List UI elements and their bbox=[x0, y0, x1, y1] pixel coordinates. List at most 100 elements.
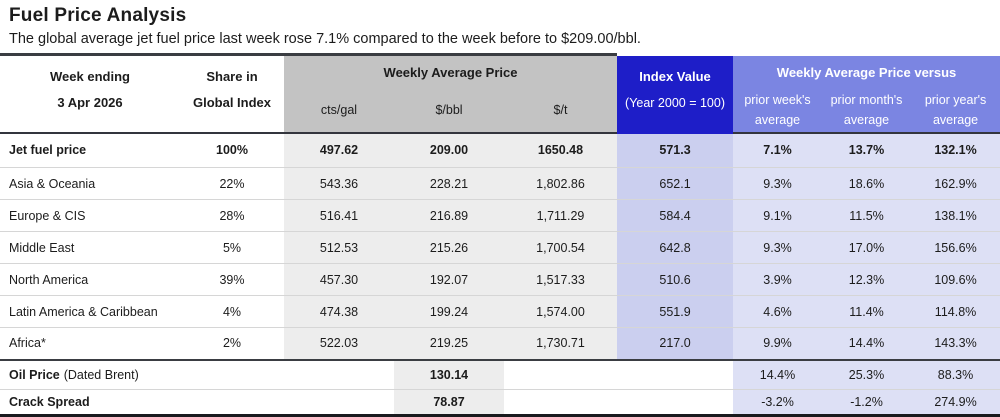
cell-vs-week: 4.6% bbox=[733, 295, 823, 328]
cell-usd-bbl: 192.07 bbox=[394, 263, 504, 296]
cell-vs-week: 9.1% bbox=[733, 199, 823, 232]
header-unit-usd-bbl: $/bbl bbox=[394, 88, 504, 134]
cell-usd-t: 1,517.33 bbox=[504, 263, 618, 296]
cell-vs-year: 143.3% bbox=[911, 327, 1000, 360]
cell-cts-gal: 543.36 bbox=[284, 167, 394, 200]
cell-vs-year: 114.8% bbox=[911, 295, 1000, 328]
cell-usd-t-empty bbox=[504, 389, 618, 417]
cell-share: 22% bbox=[180, 167, 284, 200]
cell-share: 100% bbox=[180, 132, 284, 168]
cell-vs-year: 274.9% bbox=[911, 389, 1000, 417]
header-week-ending: Week ending 3 Apr 2026 bbox=[0, 53, 180, 134]
table-row-asia-oceania: Asia & Oceania 22% 543.36 228.21 1,802.8… bbox=[0, 167, 1000, 200]
cell-usd-bbl: 78.87 bbox=[394, 389, 504, 417]
header-unit-cts-gal: cts/gal bbox=[284, 88, 394, 134]
cell-vs-week: 9.3% bbox=[733, 167, 823, 200]
header-index-value-line1: Index Value bbox=[639, 69, 711, 84]
header-prior-weeks-line2: average bbox=[754, 113, 801, 127]
cell-vs-week: 3.9% bbox=[733, 263, 823, 296]
crack-spread-label: Crack Spread bbox=[9, 395, 90, 409]
cell-index: 551.9 bbox=[617, 295, 734, 328]
cell-label: North America bbox=[0, 263, 180, 296]
cell-vs-year: 88.3% bbox=[911, 358, 1000, 390]
cell-label: Oil Price (Dated Brent) bbox=[0, 358, 284, 390]
cell-usd-t: 1650.48 bbox=[504, 132, 618, 168]
header-index-value-line2: (Year 2000 = 100) bbox=[625, 96, 725, 110]
cell-cts-gal: 474.38 bbox=[284, 295, 394, 328]
cell-vs-month: 11.4% bbox=[822, 295, 912, 328]
cell-vs-week: 14.4% bbox=[733, 358, 823, 390]
cell-cts-gal: 457.30 bbox=[284, 263, 394, 296]
cell-usd-t: 1,730.71 bbox=[504, 327, 618, 360]
cell-label: Europe & CIS bbox=[0, 199, 180, 232]
cell-vs-month: -1.2% bbox=[822, 389, 912, 417]
cell-cts-gal: 497.62 bbox=[284, 132, 394, 168]
cell-vs-week: 7.1% bbox=[733, 132, 823, 168]
cell-usd-bbl: 219.25 bbox=[394, 327, 504, 360]
cell-vs-month: 13.7% bbox=[822, 132, 912, 168]
table-row-latin-america-caribbean: Latin America & Caribbean 4% 474.38 199.… bbox=[0, 295, 1000, 328]
cell-cts-gal: 512.53 bbox=[284, 231, 394, 264]
cell-vs-week: -3.2% bbox=[733, 389, 823, 417]
table-row-north-america: North America 39% 457.30 192.07 1,517.33… bbox=[0, 263, 1000, 296]
cell-label: Crack Spread bbox=[0, 389, 284, 417]
cell-share: 39% bbox=[180, 263, 284, 296]
cell-usd-t-empty bbox=[504, 358, 618, 390]
cell-index: 510.6 bbox=[617, 263, 734, 296]
cell-usd-bbl: 216.89 bbox=[394, 199, 504, 232]
header-share-global-index: Share in Global Index bbox=[180, 53, 284, 134]
table-row-jet-fuel-price: Jet fuel price 100% 497.62 209.00 1650.4… bbox=[0, 132, 1000, 168]
cell-share: 4% bbox=[180, 295, 284, 328]
header-units-row: cts/gal $/bbl $/t prior week's average p… bbox=[0, 88, 1000, 134]
header-week-ending-line2: 3 Apr 2026 bbox=[57, 95, 123, 110]
header-prior-months-line2: average bbox=[843, 113, 890, 127]
cell-vs-month: 25.3% bbox=[822, 358, 912, 390]
cell-label: Middle East bbox=[0, 231, 180, 264]
cell-index: 652.1 bbox=[617, 167, 734, 200]
cell-share: 2% bbox=[180, 327, 284, 360]
cell-usd-bbl: 209.00 bbox=[394, 132, 504, 168]
cell-usd-t: 1,802.86 bbox=[504, 167, 618, 200]
cell-vs-month: 11.5% bbox=[822, 199, 912, 232]
header-prior-weeks-line1: prior week's bbox=[744, 93, 811, 107]
header-weekly-average-price: Weekly Average Price bbox=[284, 53, 618, 89]
cell-usd-bbl: 215.26 bbox=[394, 231, 504, 264]
cell-index-empty bbox=[617, 389, 734, 417]
cell-usd-bbl: 199.24 bbox=[394, 295, 504, 328]
header-prior-months-average: prior month's average bbox=[822, 88, 912, 134]
table-row-europe-cis: Europe & CIS 28% 516.41 216.89 1,711.29 … bbox=[0, 199, 1000, 232]
cell-cts-gal-empty bbox=[284, 389, 394, 417]
cell-index: 571.3 bbox=[617, 132, 734, 168]
cell-usd-t: 1,700.54 bbox=[504, 231, 618, 264]
cell-cts-gal-empty bbox=[284, 358, 394, 390]
header-prior-months-line1: prior month's bbox=[830, 93, 903, 107]
cell-cts-gal: 522.03 bbox=[284, 327, 394, 360]
page-subtitle: The global average jet fuel price last w… bbox=[9, 31, 641, 47]
header-prior-weeks-average: prior week's average bbox=[733, 88, 823, 134]
cell-vs-week: 9.9% bbox=[733, 327, 823, 360]
header-weekly-average-price-versus: Weekly Average Price versus bbox=[733, 53, 1000, 89]
cell-vs-year: 138.1% bbox=[911, 199, 1000, 232]
cell-vs-month: 12.3% bbox=[822, 263, 912, 296]
cell-label: Africa* bbox=[0, 327, 180, 360]
cell-index: 584.4 bbox=[617, 199, 734, 232]
header-week-ending-line1: Week ending bbox=[50, 69, 130, 84]
cell-index: 642.8 bbox=[617, 231, 734, 264]
table-row-crack-spread: Crack Spread 78.87 -3.2% -1.2% 274.9% bbox=[0, 389, 1000, 417]
title-block: Fuel Price Analysis The global average j… bbox=[0, 0, 1000, 47]
cell-vs-year: 132.1% bbox=[911, 132, 1000, 168]
cell-share: 5% bbox=[180, 231, 284, 264]
cell-vs-year: 109.6% bbox=[911, 263, 1000, 296]
cell-usd-bbl: 130.14 bbox=[394, 358, 504, 390]
cell-index: 217.0 bbox=[617, 327, 734, 360]
oil-price-label-detail: (Dated Brent) bbox=[63, 367, 139, 382]
header-index-value: Index Value (Year 2000 = 100) bbox=[617, 53, 734, 134]
cell-usd-t: 1,574.00 bbox=[504, 295, 618, 328]
page-title: Fuel Price Analysis bbox=[9, 5, 187, 26]
cell-vs-year: 162.9% bbox=[911, 167, 1000, 200]
cell-cts-gal: 516.41 bbox=[284, 199, 394, 232]
header-prior-years-average: prior year's average bbox=[911, 88, 1000, 134]
header-share-line1: Share in bbox=[206, 69, 258, 84]
cell-label: Asia & Oceania bbox=[0, 167, 180, 200]
